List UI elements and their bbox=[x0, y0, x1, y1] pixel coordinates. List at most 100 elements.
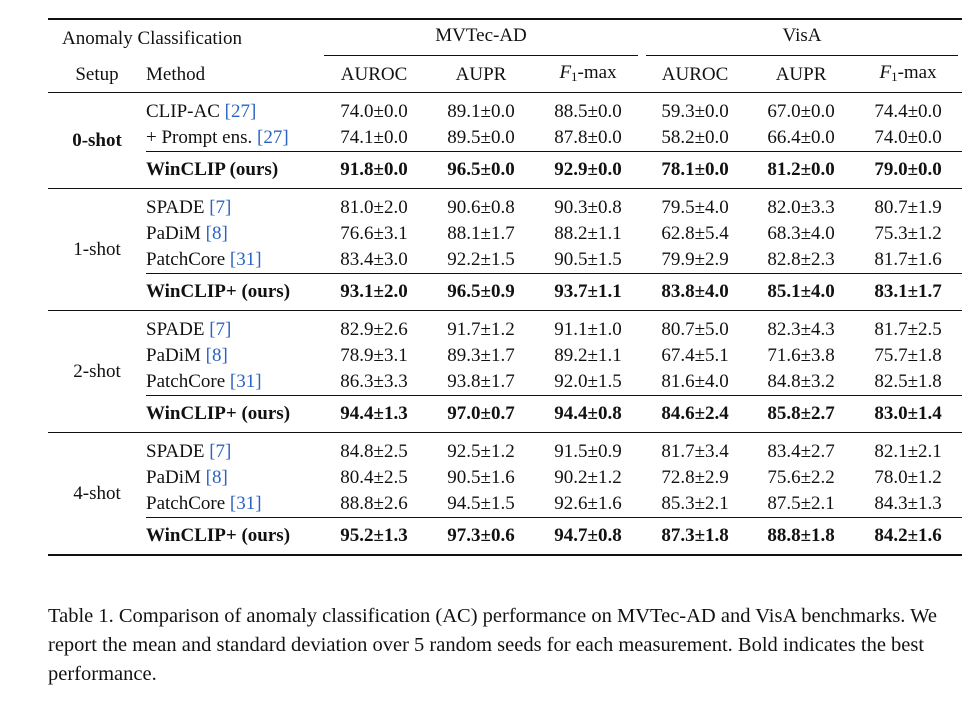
method-cell: SPADE [7] bbox=[146, 188, 321, 221]
table-row: PaDiM [8] 76.6±3.1 88.1±1.7 88.2±1.1 62.8±5.… bbox=[48, 221, 962, 247]
table-row: PatchCore [31] 88.8±2.6 94.5±1.5 92.6±1.6 85… bbox=[48, 491, 962, 518]
visa-auroc-header: AUROC bbox=[661, 64, 729, 85]
citation-link[interactable]: [31] bbox=[229, 371, 262, 392]
value-cell: 74.0±0.0 bbox=[874, 127, 942, 148]
table-row: 1-shot SPADE [7] 81.0±2.0 90.6±0.8 90.3±0.8 7… bbox=[48, 188, 963, 311]
best-value-cell: 85.8±2.7 bbox=[748, 395, 855, 433]
citation-link[interactable]: [31] bbox=[229, 249, 262, 270]
method-cell: PatchCore [31] bbox=[146, 247, 320, 274]
value-cell: 75.7±1.8 bbox=[874, 345, 942, 366]
citation-link[interactable]: [8] bbox=[205, 345, 228, 366]
value-cell: 93.8±1.7 bbox=[447, 371, 515, 392]
best-value-cell: 94.7±0.8 bbox=[534, 517, 643, 556]
value-cell: 75.6±2.2 bbox=[767, 467, 835, 488]
method-name: + Prompt ens. bbox=[146, 127, 257, 148]
value-cell: 74.0±0.0 bbox=[320, 92, 429, 125]
value-cell: 79.5±4.0 bbox=[642, 188, 749, 221]
best-value-cell: 94.4±0.8 bbox=[534, 395, 643, 433]
best-value-cell: 78.1±0.0 bbox=[642, 151, 749, 189]
value-cell: 88.2±1.1 bbox=[554, 223, 622, 244]
value-cell: 88.1±1.7 bbox=[447, 223, 515, 244]
citation-link[interactable]: [27] bbox=[224, 101, 257, 122]
method-cell: SPADE [7] bbox=[146, 432, 321, 465]
value-cell: 83.4±2.7 bbox=[748, 432, 855, 465]
value-cell: 85.3±2.1 bbox=[661, 493, 729, 514]
citation-link[interactable]: [7] bbox=[209, 197, 232, 218]
value-cell: 92.0±1.5 bbox=[554, 371, 622, 392]
table-row: 2-shot SPADE [7] 82.9±2.6 91.7±1.2 91.1±1.0 8… bbox=[48, 310, 963, 433]
best-value-cell: 91.8±0.0 bbox=[320, 151, 429, 189]
best-value-cell: 92.9±0.0 bbox=[534, 151, 643, 189]
citation-link[interactable]: [31] bbox=[229, 493, 262, 514]
citation-link[interactable]: [8] bbox=[205, 467, 228, 488]
method-name: PaDiM bbox=[146, 345, 206, 366]
value-cell: 81.6±4.0 bbox=[661, 371, 729, 392]
best-method-name: WinCLIP (ours) bbox=[146, 151, 321, 189]
method-name: CLIP-AC bbox=[146, 101, 225, 122]
value-cell: 82.9±2.6 bbox=[320, 310, 429, 343]
table-row: 0-shot CLIP-AC [27] 74.0±0.0 89.1±0.0 88.5±0… bbox=[48, 92, 963, 189]
value-cell: 81.7±2.5 bbox=[854, 310, 963, 343]
value-cell: 89.1±0.0 bbox=[428, 92, 535, 125]
value-cell: 89.2±1.1 bbox=[554, 345, 622, 366]
value-cell: 90.5±1.6 bbox=[447, 467, 515, 488]
value-cell: 87.5±2.1 bbox=[767, 493, 835, 514]
visa-f1-header: F1-max bbox=[879, 62, 937, 84]
value-cell: 78.0±1.2 bbox=[874, 467, 942, 488]
value-cell: 89.5±0.0 bbox=[447, 127, 515, 148]
method-cell: SPADE [7] bbox=[146, 310, 321, 343]
value-cell: 90.6±0.8 bbox=[428, 188, 535, 221]
best-value-cell: 94.4±1.3 bbox=[320, 395, 429, 433]
best-value-cell: 96.5±0.9 bbox=[428, 273, 535, 311]
value-cell: 59.3±0.0 bbox=[642, 92, 749, 125]
value-cell: 82.5±1.8 bbox=[874, 371, 942, 392]
method-name: SPADE bbox=[146, 319, 210, 340]
value-cell: 91.7±1.2 bbox=[428, 310, 535, 343]
value-cell: 86.3±3.3 bbox=[340, 371, 408, 392]
dataset-header-visa: VisA bbox=[642, 18, 963, 58]
citation-link[interactable]: [8] bbox=[205, 223, 228, 244]
table-row: PaDiM [8] 78.9±3.1 89.3±1.7 89.2±1.1 67.4±5.… bbox=[48, 343, 962, 369]
dataset-header-mvtec: MVTec-AD bbox=[320, 18, 643, 58]
method-cell: CLIP-AC [27] bbox=[146, 92, 321, 125]
citation-link[interactable]: [7] bbox=[209, 441, 232, 462]
value-cell: 79.9±2.9 bbox=[661, 249, 729, 270]
value-cell: 72.8±2.9 bbox=[661, 467, 729, 488]
method-cell: PaDiM [8] bbox=[146, 343, 320, 369]
value-cell: 80.7±5.0 bbox=[642, 310, 749, 343]
value-cell: 82.3±4.3 bbox=[748, 310, 855, 343]
method-cell: + Prompt ens. [27] bbox=[146, 125, 320, 152]
best-value-cell: 83.0±1.4 bbox=[854, 395, 963, 433]
best-method-name: WinCLIP+ (ours) bbox=[146, 517, 321, 556]
value-cell: 84.8±3.2 bbox=[767, 371, 835, 392]
best-method-name: WinCLIP+ (ours) bbox=[146, 273, 321, 311]
best-value-cell: 93.7±1.1 bbox=[534, 273, 643, 311]
value-cell: 74.1±0.0 bbox=[340, 127, 408, 148]
method-name: PatchCore bbox=[146, 493, 230, 514]
best-value-cell: 95.2±1.3 bbox=[320, 517, 429, 556]
value-cell: 90.2±1.2 bbox=[554, 467, 622, 488]
method-name: SPADE bbox=[146, 441, 210, 462]
best-value-cell: 84.6±2.4 bbox=[642, 395, 749, 433]
value-cell: 82.1±2.1 bbox=[854, 432, 963, 465]
setup-cell: 0-shot bbox=[48, 92, 146, 189]
citation-link[interactable]: [7] bbox=[209, 319, 232, 340]
value-cell: 91.5±0.9 bbox=[534, 432, 643, 465]
value-cell: 92.6±1.6 bbox=[554, 493, 622, 514]
value-cell: 89.3±1.7 bbox=[447, 345, 515, 366]
citation-link[interactable]: [27] bbox=[257, 127, 289, 148]
setup-header: Setup bbox=[75, 64, 119, 85]
table-row: PatchCore [31] 83.4±3.0 92.2±1.5 90.5±1.5 79… bbox=[48, 247, 962, 274]
setup-cell: 1-shot bbox=[48, 188, 146, 311]
header-row-2: Setup Method AUROC AUPR F1-max AUROC AUP… bbox=[48, 58, 962, 93]
value-cell: 87.8±0.0 bbox=[554, 127, 622, 148]
value-cell: 84.8±2.5 bbox=[320, 432, 429, 465]
value-cell: 94.5±1.5 bbox=[447, 493, 515, 514]
method-cell: PatchCore [31] bbox=[146, 369, 320, 396]
value-cell: 92.5±1.2 bbox=[428, 432, 535, 465]
value-cell: 90.5±1.5 bbox=[554, 249, 622, 270]
setup-cell: 4-shot bbox=[48, 432, 146, 556]
best-value-cell: 97.0±0.7 bbox=[428, 395, 535, 433]
value-cell: 88.5±0.0 bbox=[534, 92, 643, 125]
best-value-cell: 97.3±0.6 bbox=[428, 517, 535, 556]
